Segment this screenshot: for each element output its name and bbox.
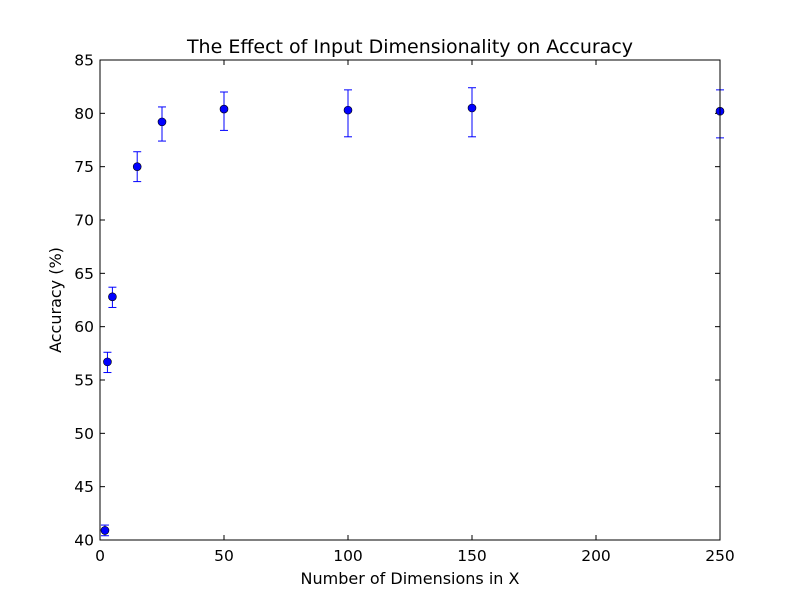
data-point xyxy=(108,292,117,302)
y-tick-label: 65 xyxy=(74,265,94,283)
data-point xyxy=(100,526,110,535)
y-tick-label: 55 xyxy=(74,372,94,390)
x-tick-label: 0 xyxy=(95,547,105,565)
points-layer xyxy=(100,103,725,535)
y-tick-label: 70 xyxy=(74,212,94,230)
data-point xyxy=(157,117,167,127)
data-point xyxy=(132,162,142,171)
x-tick-label: 50 xyxy=(214,547,234,565)
ticks-layer: 0 50 100 150 200 250 40 45 50 55 60 65 70 75 80 85 xyxy=(74,52,735,566)
x-axis-label: Number of Dimensions in X xyxy=(301,569,520,588)
data-point xyxy=(343,105,353,115)
plot-frame xyxy=(99,59,721,541)
data-point xyxy=(103,357,112,367)
y-tick-label: 40 xyxy=(74,532,94,550)
y-tick-label: 85 xyxy=(74,52,94,70)
x-tick-label: 250 xyxy=(705,547,735,565)
x-tick-label: 200 xyxy=(581,547,611,565)
y-tick-label: 60 xyxy=(74,318,94,336)
chart-title: The Effect of Input Dimensionality on Ac… xyxy=(186,36,633,58)
data-point xyxy=(219,104,229,114)
y-tick-label: 45 xyxy=(74,478,94,496)
y-tick-label: 80 xyxy=(74,105,94,123)
data-point xyxy=(467,103,477,113)
y-tick-label: 50 xyxy=(74,425,94,443)
x-tick-label: 100 xyxy=(333,547,363,565)
y-tick-label: 75 xyxy=(74,158,94,176)
x-tick-label: 150 xyxy=(457,547,487,565)
y-axis-label: Accuracy (%) xyxy=(46,247,65,353)
